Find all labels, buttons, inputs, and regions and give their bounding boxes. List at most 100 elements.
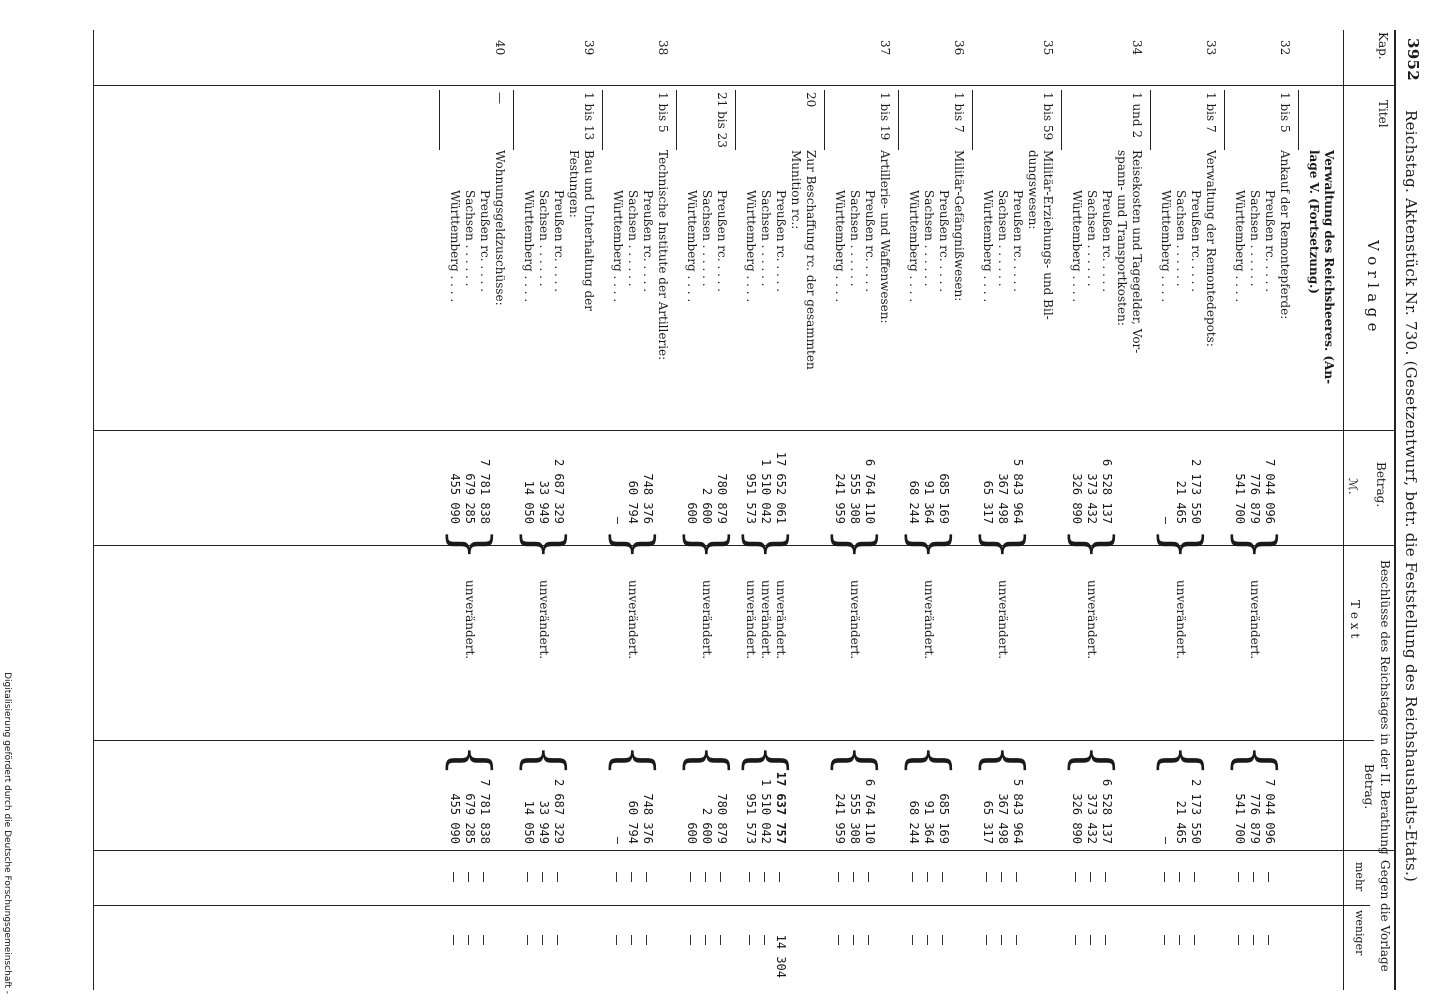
betrag-value: 2 600 <box>700 487 714 524</box>
brace-icon: } <box>900 528 959 561</box>
weniger-dash <box>483 935 484 945</box>
betrag-value: 685 169 <box>937 473 951 524</box>
betrag-value: 6 528 137 <box>1100 458 1114 524</box>
weniger-dash <box>631 935 632 945</box>
header-rule <box>1394 30 1396 990</box>
betrag-value: 2 173 550 <box>1189 458 1203 524</box>
vorlage-line: Technische Institute der Artillerie: <box>656 150 670 361</box>
betrag-value: 14 050 <box>522 480 536 524</box>
betrag2-value: 14 050 <box>522 800 536 844</box>
betrag2-value: 33 949 <box>537 800 551 844</box>
mehr-dash <box>838 872 839 882</box>
mehr-dash <box>705 872 706 882</box>
vorlage-line: Sachsen . . . . . . <box>848 190 862 287</box>
weniger-dash <box>749 935 750 945</box>
weniger-dash <box>1179 935 1180 945</box>
weniger-dash <box>1194 935 1195 945</box>
text-status: unverändert. <box>700 580 714 660</box>
weniger-dash <box>1090 935 1091 945</box>
vorlage-line: Munition rc.: <box>789 150 803 230</box>
vorlage-line: Preußen rc. . . . . <box>937 190 951 293</box>
betrag2-value: 685 169 <box>937 793 951 844</box>
row-separator <box>1150 90 1151 150</box>
betrag2-value: 600 <box>685 822 699 844</box>
kap-number: 35 <box>1041 40 1055 56</box>
vorlage-line: Preußen rc. . . . . <box>774 190 788 293</box>
betrag2-value: 7 781 838 <box>478 778 492 844</box>
betrag2-value: 748 376 <box>641 793 655 844</box>
betrag2-value: 951 573 <box>744 793 758 844</box>
vorlage-line: Preußen rc. . . . . <box>863 190 877 293</box>
kap-number: 36 <box>952 40 966 56</box>
vorlage-line: Württemberg . . . . <box>1233 190 1247 303</box>
betrag-value: 21 465 <box>1174 480 1188 524</box>
weniger-dash <box>690 935 691 945</box>
text-status: unverändert. <box>774 580 788 660</box>
betrag-value: 7 781 838 <box>478 458 492 524</box>
weniger-dash <box>838 935 839 945</box>
betrag2-value: 541 700 <box>1233 793 1247 844</box>
vorlage-line: Wohnungsgeldzuschüsse: <box>493 150 507 306</box>
text-status: unverändert. <box>1174 580 1188 660</box>
brace-icon: } <box>974 528 1033 561</box>
mehr-dash <box>720 872 721 882</box>
sep-text <box>94 740 1374 741</box>
weniger-dash <box>764 935 765 945</box>
betrag2-value: 373 432 <box>1085 793 1099 844</box>
brace-icon: } <box>515 528 574 561</box>
sep-vorlage <box>94 430 1394 431</box>
mehr-dash <box>1253 872 1254 882</box>
mehr-dash <box>1105 872 1106 882</box>
vorlage-line: Verwaltung der Remontedepots: <box>1204 150 1218 347</box>
betrag-value: 951 573 <box>744 473 758 524</box>
vorlage-line: Preußen rc. . . . . <box>1011 190 1025 293</box>
weniger-dash <box>986 935 987 945</box>
weniger-dash <box>853 935 854 945</box>
vorlage-line: Württemberg . . . . <box>981 190 995 303</box>
betrag-value: — <box>1159 516 1173 524</box>
mehr-dash <box>690 872 691 882</box>
betrag2-value: 555 308 <box>848 793 862 844</box>
weniger-dash <box>616 935 617 945</box>
betrag-value: 68 244 <box>907 480 921 524</box>
vorlage-line: Württemberg . . . . <box>685 190 699 303</box>
row-separator <box>972 90 973 150</box>
row-separator <box>602 90 603 150</box>
text-status: unverändert. <box>759 580 773 660</box>
kap-number: 39 <box>582 40 596 56</box>
kap-number: 37 <box>878 40 892 56</box>
mehr-dash <box>557 872 558 882</box>
text-status: unverändert. <box>463 580 477 660</box>
vorlage-line: spann- und Transportkosten: <box>1115 150 1129 326</box>
betrag-value: 6 764 110 <box>863 458 877 524</box>
vorlage-line: Sachsen . . . . . . <box>996 190 1010 287</box>
vorlage-line: Preußen rc. . . . . <box>715 190 729 293</box>
betrag2-value: 326 890 <box>1070 793 1084 844</box>
mehr-dash <box>1090 872 1091 882</box>
betrag2-value: 679 285 <box>463 793 477 844</box>
vorlage-line: Württemberg . . . . <box>833 190 847 303</box>
vorlage-line: Sachsen . . . . . . <box>922 190 936 287</box>
text-status: unverändert. <box>996 580 1010 660</box>
text-status: unverändert. <box>626 580 640 660</box>
vorlage-line: Festungen: <box>567 150 581 218</box>
titel-number: 21 bis 23 <box>715 92 729 148</box>
vorlage-line: Sachsen . . . . . . <box>463 190 477 287</box>
vorlage-line: Preußen rc. . . . . <box>1189 190 1203 293</box>
row-separator <box>1061 90 1062 150</box>
vorlage-line: Artillerie- und Waffenwesen: <box>878 150 892 324</box>
betrag-value: 17 652 061 <box>774 451 788 524</box>
kap-number: 40 <box>493 40 507 56</box>
vorlage-line: Sachsen . . . . . . <box>1174 190 1188 287</box>
col-beschluesse: Beschlüsse des Reichstages in der II. Be… <box>1378 560 1392 855</box>
vorlage-line: Preußen rc. . . . . <box>641 190 655 293</box>
betrag2-value: 6 764 110 <box>863 778 877 844</box>
betrag-value: 541 700 <box>1233 473 1247 524</box>
betrag2-value: 367 498 <box>996 793 1010 844</box>
vorlage-line: Sachsen . . . . . . <box>1085 190 1099 287</box>
betrag2-value: 241 959 <box>833 793 847 844</box>
mehr-dash <box>1179 872 1180 882</box>
betrag-value: 60 794 <box>626 480 640 524</box>
text-status: unverändert. <box>744 580 758 660</box>
